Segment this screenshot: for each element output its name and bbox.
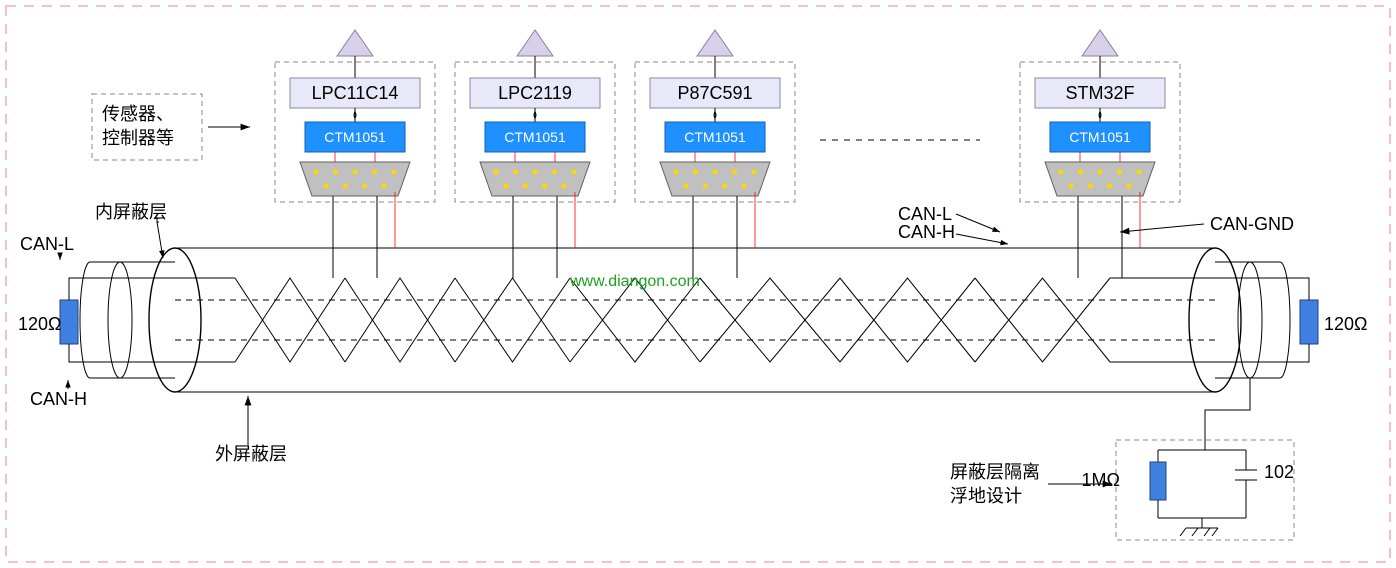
antenna-icon [1082,30,1118,56]
svg-text:102: 102 [1264,462,1294,482]
svg-text:LPC11C14: LPC11C14 [312,83,399,103]
svg-text:外屏蔽层: 外屏蔽层 [215,444,287,464]
cable-left-end [149,248,201,392]
svg-text:浮地设计: 浮地设计 [950,486,1022,506]
svg-text:120Ω: 120Ω [1324,314,1368,334]
antenna-icon [517,30,553,56]
svg-text:120Ω: 120Ω [18,314,62,334]
svg-text:LPC2119: LPC2119 [498,83,572,103]
svg-text:屏蔽层隔离: 屏蔽层隔离 [950,462,1040,482]
db9-connector-1 [480,162,590,196]
float-resistor [1150,462,1166,500]
db9-connector-3 [1045,162,1155,196]
svg-text:CAN-H: CAN-H [30,389,87,409]
svg-text:内屏蔽层: 内屏蔽层 [95,202,167,222]
svg-text:1MΩ: 1MΩ [1082,470,1120,490]
float-ground-box [1116,440,1294,540]
svg-text:CAN-H: CAN-H [898,222,955,242]
svg-text:P87C591: P87C591 [677,83,752,103]
svg-text:CTM1051: CTM1051 [1069,129,1131,145]
db9-connector-2 [660,162,770,196]
svg-text:CTM1051: CTM1051 [684,129,746,145]
termination-resistor-right [1300,300,1318,344]
antenna-icon [337,30,373,56]
svg-text:STM32F: STM32F [1065,83,1134,103]
antenna-icon [697,30,733,56]
svg-text:控制器等: 控制器等 [102,128,174,148]
svg-text:CTM1051: CTM1051 [504,129,566,145]
svg-text:CAN-L: CAN-L [20,234,74,254]
watermark: www.diangon.com [569,273,700,290]
db9-connector-0 [300,162,410,196]
cable-right-end [1189,248,1241,392]
svg-text:传感器、: 传感器、 [102,104,174,124]
svg-text:CAN-L: CAN-L [898,204,952,224]
svg-text:CAN-GND: CAN-GND [1210,214,1294,234]
termination-resistor-left [60,300,78,344]
svg-text:CTM1051: CTM1051 [324,129,386,145]
